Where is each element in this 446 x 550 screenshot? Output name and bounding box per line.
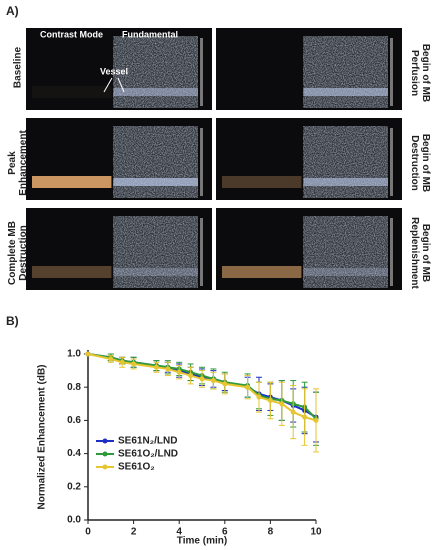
point [153, 364, 159, 370]
point [108, 356, 114, 362]
header: Contrast Mode [40, 29, 103, 39]
panel-label: A) [6, 4, 19, 18]
y-tick-label: 0.4 [67, 448, 81, 459]
x-axis-title: Time (min) [177, 536, 227, 547]
point [165, 366, 171, 372]
point [188, 373, 194, 379]
arrow [103, 77, 113, 93]
legend-marker [102, 451, 108, 457]
x-tick-label: 10 [310, 527, 322, 538]
row-label: Peak Enhancement [7, 130, 29, 196]
point [222, 381, 228, 387]
scale-bar [200, 218, 203, 286]
speckle [303, 36, 388, 108]
row-label: Begin of MB Destruction [409, 133, 431, 193]
speckle [303, 216, 388, 288]
row-label: Complete MB Destruction [7, 221, 29, 285]
row-label: Baseline [12, 46, 24, 89]
scale-bar [390, 38, 393, 106]
point [290, 409, 296, 415]
vessel-fund [113, 88, 198, 96]
x-tick-label: 6 [222, 527, 228, 538]
scale-bar [200, 38, 203, 106]
point [267, 397, 273, 403]
speckle [303, 126, 388, 198]
y-tick-label: 0.6 [67, 415, 81, 426]
point [313, 417, 319, 423]
vessel-contrast [32, 266, 112, 278]
legend-marker [102, 464, 108, 470]
vessel-contrast [222, 176, 302, 188]
vessel-fund [303, 268, 388, 276]
point [176, 369, 182, 375]
vessel-contrast [32, 176, 112, 188]
annotation: Vessel [100, 66, 128, 76]
point [279, 401, 285, 407]
arrow [117, 77, 125, 93]
vessel-fund [303, 88, 388, 96]
point [245, 384, 251, 390]
row-label: Begin of MB Replenishment [409, 217, 431, 289]
ultrasound-images [26, 28, 402, 290]
point [119, 359, 125, 365]
point [302, 414, 308, 420]
y-tick-label: 0.8 [67, 382, 81, 393]
scale-bar [200, 128, 203, 196]
point [199, 376, 205, 382]
x-tick-label: 2 [131, 527, 137, 538]
point [210, 378, 216, 384]
scale-bar [390, 218, 393, 286]
legend-label: SE61O₂/LND [118, 449, 178, 460]
speckle [113, 216, 198, 288]
vessel-contrast [222, 266, 302, 278]
panel-label: B) [6, 314, 19, 328]
legend-marker [102, 438, 108, 444]
y-tick-label: 0.0 [67, 515, 81, 526]
row-label: Begin of MB Perfusion [409, 43, 431, 103]
x-tick-label: 4 [176, 527, 182, 538]
scale-bar [390, 128, 393, 196]
point [131, 361, 137, 367]
x-tick-label: 8 [268, 527, 274, 538]
y-tick-label: 0.2 [67, 481, 81, 492]
vessel-fund [113, 268, 198, 276]
speckle [113, 126, 198, 198]
legend-label: SE61O₂ [118, 462, 155, 473]
point [256, 394, 262, 400]
x-tick-label: 0 [85, 527, 91, 538]
vessel-contrast [32, 86, 112, 98]
point [85, 351, 91, 357]
y-tick-label: 1.0 [67, 349, 81, 360]
vessel-fund [303, 178, 388, 186]
y-axis-title: Normalized Enhancement (dB) [37, 364, 48, 509]
header: Fundamental [122, 29, 178, 39]
legend-label: SE61N₂/LND [118, 436, 177, 447]
vessel-fund [113, 178, 198, 186]
